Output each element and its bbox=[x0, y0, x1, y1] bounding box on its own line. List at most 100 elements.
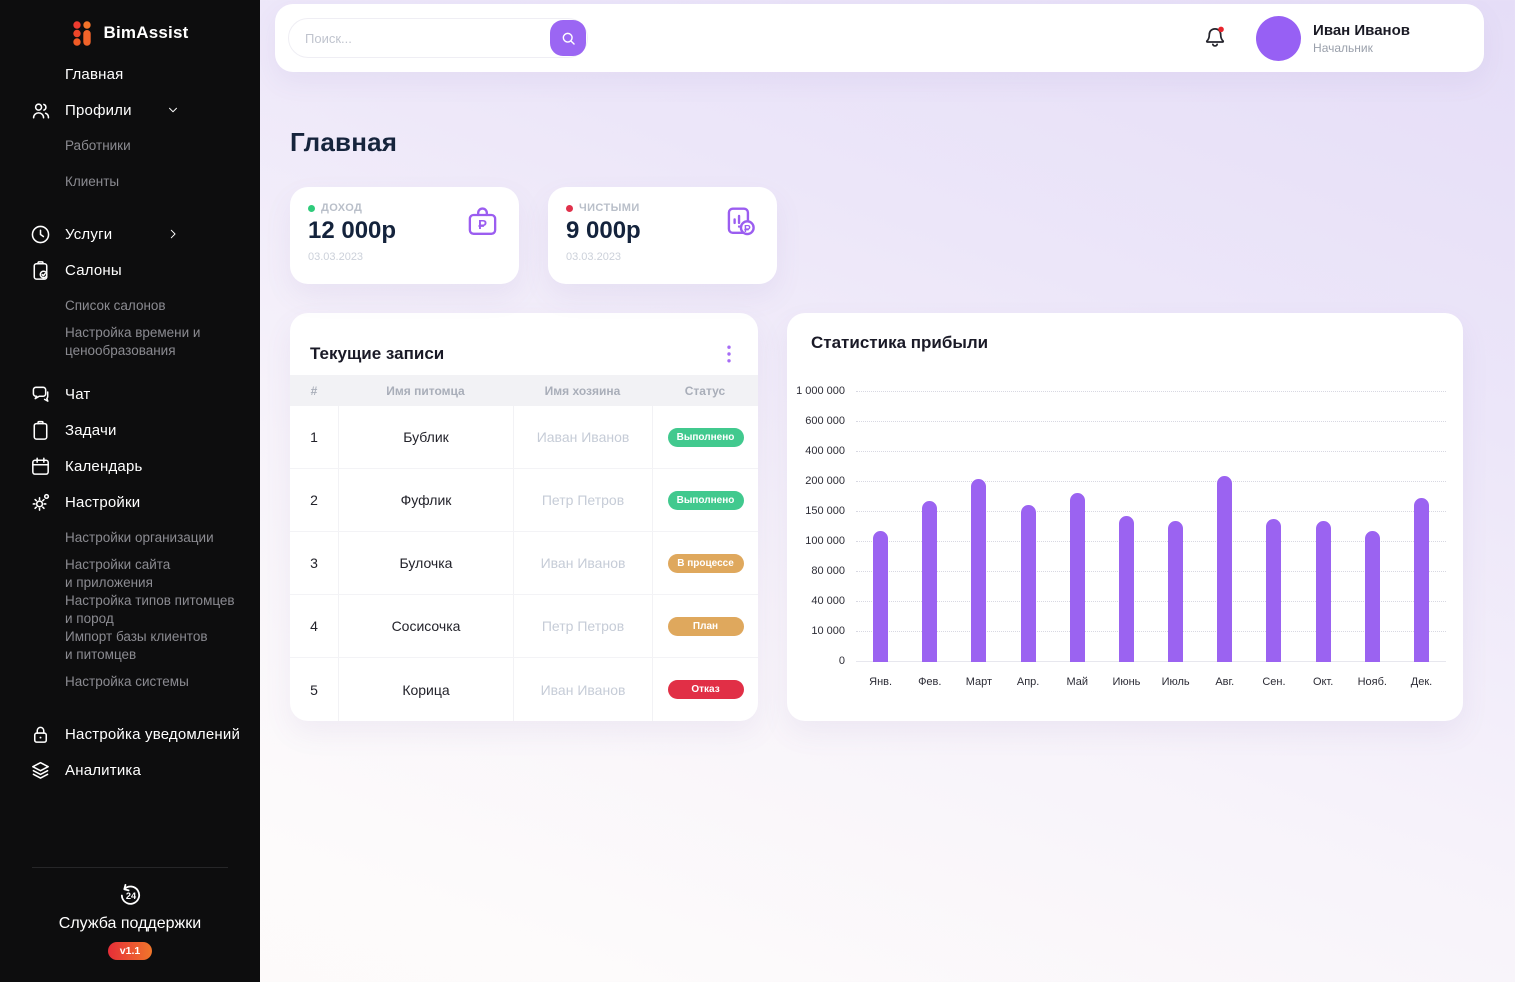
column-header: Имя питомца bbox=[386, 383, 465, 398]
user-name: Иван Иванов bbox=[1313, 21, 1410, 39]
bar-slot bbox=[1151, 392, 1200, 662]
x-tick-label: Май bbox=[1066, 676, 1089, 688]
chart-bar bbox=[1069, 492, 1085, 662]
briefcase-ruble-icon: Р bbox=[464, 203, 501, 240]
chevron-right-icon bbox=[166, 227, 180, 241]
bar-slot bbox=[1249, 392, 1298, 662]
bar-slot bbox=[905, 392, 954, 662]
sidebar-item[interactable]: Салоны bbox=[0, 252, 260, 288]
chart-bar bbox=[1168, 521, 1184, 662]
table-row[interactable]: 4 Сосисочка Петр Петров План bbox=[290, 595, 758, 658]
sidebar-section: Услуги Салоны Список салонов Настройка врем… bbox=[0, 216, 260, 360]
gridline bbox=[856, 661, 1446, 662]
chart-bar bbox=[971, 478, 987, 662]
x-tick-label: Нояб. bbox=[1357, 676, 1387, 688]
table-row[interactable]: 5 Корица Иван Иванов Отказ bbox=[290, 658, 758, 721]
sidebar-subitem[interactable]: Список салонов bbox=[65, 298, 166, 313]
sidebar-item[interactable]: Настройки bbox=[0, 484, 260, 520]
bar-slot bbox=[1102, 392, 1151, 662]
support-block: 24 Служба поддержки v1.1 bbox=[0, 867, 260, 982]
y-tick-label: 40 000 bbox=[811, 595, 845, 607]
version-badge: v1.1 bbox=[107, 942, 153, 960]
gridline bbox=[856, 481, 1446, 482]
sidebar-item[interactable]: Аналитика bbox=[0, 752, 260, 788]
table-row[interactable]: 3 Булочка Иван Иванов В процессе bbox=[290, 532, 758, 595]
x-tick-label: Фев. bbox=[918, 676, 942, 688]
gridline bbox=[856, 601, 1446, 602]
report-ruble-icon: Р bbox=[721, 203, 759, 241]
sidebar-item-label: Календарь bbox=[65, 457, 143, 475]
table-header-row: # Имя питомца Имя хозяина Статус bbox=[290, 375, 758, 406]
column-header: Имя хозяина bbox=[544, 383, 621, 398]
stat-label-row: ЧИСТЫМИ bbox=[566, 202, 759, 214]
sidebar-subitem[interactable]: Настройки организации bbox=[65, 530, 214, 545]
status-badge: В процессе bbox=[667, 553, 744, 573]
owner-name-cell: Иван Иванов bbox=[513, 532, 652, 594]
sidebar-item[interactable]: Календарь bbox=[0, 448, 260, 484]
kebab-menu-icon[interactable] bbox=[724, 342, 734, 366]
sidebar-subitem[interactable]: Импорт базы клиентов и питомцев bbox=[65, 629, 208, 662]
topbar-right: Иван Иванов Начальник bbox=[1202, 15, 1410, 61]
column-header: # bbox=[310, 383, 318, 398]
sidebar-subitem[interactable]: Настройка типов питомцев и пород bbox=[65, 593, 235, 626]
sidebar-item-label: Чат bbox=[65, 385, 91, 403]
sidebar-item[interactable]: Профили bbox=[0, 92, 260, 128]
stat-card-date: 03.03.2023 bbox=[566, 251, 622, 263]
chat-icon bbox=[28, 382, 52, 406]
search-icon bbox=[559, 29, 578, 48]
sidebar-item[interactable]: Услуги bbox=[0, 216, 260, 252]
x-tick-label: Март bbox=[965, 676, 993, 688]
sidebar-item[interactable]: Настройка уведомлений bbox=[0, 716, 260, 752]
stat-card: ЧИСТЫМИ 9 000р 03.03.2023 Р bbox=[548, 187, 777, 284]
records-panel: Текущие записи # Имя питомца Имя хозяина Ст… bbox=[290, 313, 758, 721]
icon-spacer bbox=[28, 62, 52, 86]
sidebar-subitem[interactable]: Настройка системы bbox=[65, 674, 189, 689]
bimassist-logo-icon bbox=[72, 20, 95, 47]
chart-bar bbox=[1413, 498, 1429, 662]
topbar: Иван Иванов Начальник bbox=[275, 4, 1484, 72]
sidebar-subitem[interactable]: Настройки сайта и приложения bbox=[65, 557, 171, 590]
chart-plot-area bbox=[856, 391, 1446, 662]
x-tick-label: Сен. bbox=[1262, 676, 1286, 688]
user-info[interactable]: Иван Иванов Начальник bbox=[1313, 22, 1410, 55]
page-title: Главная bbox=[290, 127, 398, 157]
stat-card-label: ДОХОД bbox=[321, 202, 363, 214]
chart-bar bbox=[1364, 531, 1380, 662]
support-link[interactable]: Служба поддержки bbox=[58, 915, 202, 932]
stat-label-row: ДОХОД bbox=[308, 202, 501, 214]
sidebar-item[interactable]: Чат bbox=[0, 376, 260, 412]
sidebar-item-label: Задачи bbox=[65, 421, 117, 439]
sidebar-subitem[interactable]: Настройка времени и ценообразования bbox=[65, 325, 201, 358]
user-role: Начальник bbox=[1313, 40, 1373, 55]
status-badge: Отказ bbox=[667, 680, 744, 699]
notification-bell-icon[interactable] bbox=[1202, 24, 1228, 52]
table-row[interactable]: 1 Бублик Иаван Иванов Выполнено bbox=[290, 406, 758, 469]
bar-slot bbox=[1053, 392, 1102, 662]
divider bbox=[32, 867, 228, 868]
bar-slot bbox=[1397, 392, 1446, 662]
y-tick-label: 1 000 000 bbox=[796, 385, 845, 397]
records-header: Текущие записи bbox=[290, 313, 758, 375]
x-tick-label: Июнь bbox=[1112, 676, 1141, 688]
sidebar-item[interactable]: Главная bbox=[0, 56, 260, 92]
chart-bar bbox=[922, 501, 938, 662]
sidebar-item-label: Настройки bbox=[65, 493, 141, 511]
sidebar-subitem[interactable]: Работники bbox=[65, 138, 131, 153]
clipboard-check-icon bbox=[28, 258, 52, 282]
user-avatar[interactable] bbox=[1256, 15, 1302, 61]
chart-x-axis: Янв. Фев. Март Апр. Май Июнь Июль Авг. Сен. Окт. Н… bbox=[856, 676, 1446, 688]
search-button[interactable] bbox=[550, 20, 586, 56]
table-row[interactable]: 2 Фуфлик Петр Петров Выполнено bbox=[290, 469, 758, 532]
column-header: Статус bbox=[684, 383, 726, 398]
sidebar-item-label: Главная bbox=[65, 65, 124, 83]
gear-icon bbox=[28, 490, 52, 514]
search bbox=[288, 18, 588, 58]
sidebar-section: Чат Задачи Календарь Настройки Настройки орг… bbox=[0, 376, 260, 700]
sidebar-item[interactable]: Задачи bbox=[0, 412, 260, 448]
sidebar: BimAssist Главная Профили Работники Клиенты… bbox=[0, 0, 260, 982]
owner-name-cell: Петр Петров bbox=[513, 595, 652, 657]
sidebar-subitem[interactable]: Клиенты bbox=[65, 174, 120, 189]
brand-logo: BimAssist bbox=[0, 0, 260, 50]
pet-name-cell: Фуфлик bbox=[338, 469, 513, 531]
search-input[interactable] bbox=[288, 18, 588, 58]
